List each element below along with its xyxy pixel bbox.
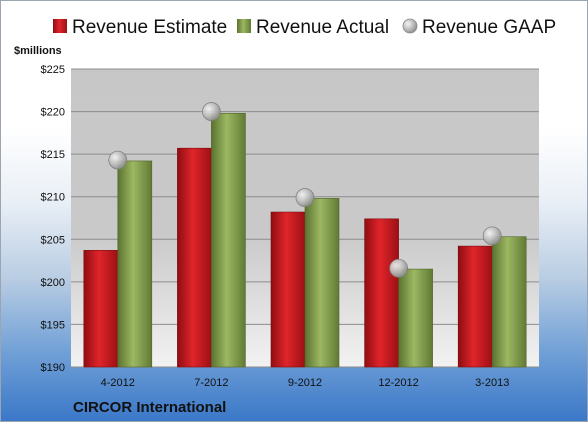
marker-revenue-gaap: [389, 258, 409, 278]
x-axis-ticks: 4-2012 7-2012 9-2012 12-2012 3-2013: [101, 377, 510, 389]
y-tick-label: $205: [41, 234, 65, 246]
legend-label-gaap: Revenue GAAP: [422, 17, 556, 38]
bar-revenue-actual: [304, 198, 340, 368]
legend-swatch-gaap: [402, 18, 418, 34]
legend-label-estimate: Revenue Estimate: [72, 17, 227, 38]
y-tick-label: $215: [41, 149, 65, 161]
bar-revenue-actual: [491, 236, 527, 368]
legend: Revenue Estimate Revenue Actual Revenue …: [53, 17, 556, 38]
y-tick-label: $220: [41, 107, 65, 119]
legend-label-actual: Revenue Actual: [256, 17, 389, 38]
legend-swatch-estimate: [53, 19, 67, 33]
marker-revenue-gaap: [201, 102, 221, 121]
gaap-markers: [108, 102, 502, 278]
marker-revenue-gaap: [295, 188, 315, 207]
bar-revenue-estimate: [364, 218, 399, 368]
y-tick-label: $225: [41, 64, 65, 76]
x-tick-label: 7-2012: [194, 377, 228, 389]
y-tick-label: $200: [41, 277, 65, 289]
company-name: CIRCOR International: [73, 399, 226, 416]
y-tick-label: $195: [41, 319, 65, 331]
bar-revenue-estimate: [177, 147, 212, 368]
x-tick-label: 12-2012: [378, 377, 418, 389]
bar-revenue-estimate: [83, 250, 119, 368]
bar-revenue-actual: [117, 160, 153, 368]
bar-revenue-estimate: [457, 245, 493, 368]
bar-revenue-estimate: [270, 211, 306, 368]
marker-revenue-gaap: [482, 226, 502, 246]
y-axis-ticks: $190 $195 $200 $205 $210 $215 $220 $225: [41, 64, 65, 374]
marker-revenue-gaap: [108, 150, 128, 170]
x-tick-label: 3-2013: [475, 377, 509, 389]
y-tick-label: $190: [41, 362, 65, 374]
bar-revenue-actual: [398, 268, 433, 368]
legend-swatch-actual: [237, 19, 251, 33]
x-tick-label: 9-2012: [288, 377, 322, 389]
y-tick-label: $210: [41, 192, 65, 204]
y-axis-unit-label: $millions: [14, 45, 62, 57]
bars: [83, 112, 527, 368]
bar-revenue-actual: [211, 112, 246, 368]
x-tick-label: 4-2012: [101, 377, 135, 389]
